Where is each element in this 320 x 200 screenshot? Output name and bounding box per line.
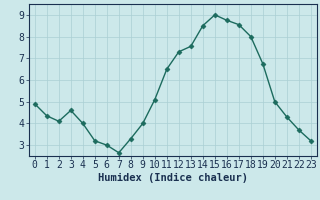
X-axis label: Humidex (Indice chaleur): Humidex (Indice chaleur) <box>98 173 248 183</box>
